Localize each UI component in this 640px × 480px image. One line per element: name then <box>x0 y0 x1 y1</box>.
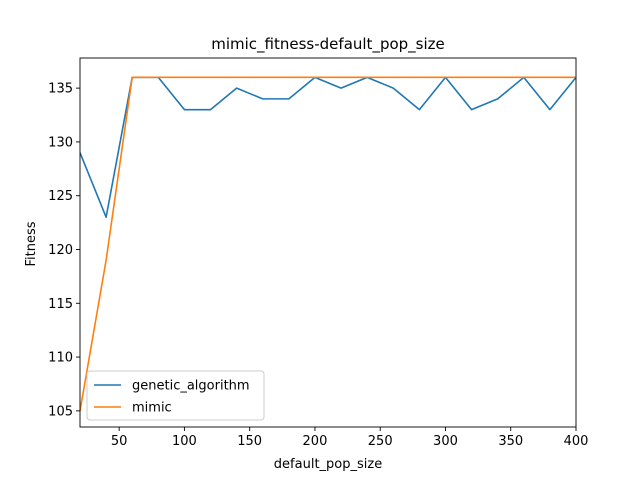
y-tick-label: 110 <box>48 351 73 366</box>
x-tick-label: 100 <box>172 434 197 449</box>
y-tick-label: 115 <box>48 297 73 312</box>
x-tick-label: 350 <box>498 434 523 449</box>
chart-title: mimic_fitness-default_pop_size <box>211 35 445 54</box>
y-tick-label: 105 <box>48 404 73 419</box>
x-tick-label: 300 <box>433 434 458 449</box>
series-line-mimic <box>80 76 576 411</box>
x-tick-label: 50 <box>111 434 128 449</box>
y-tick-label: 135 <box>48 82 73 97</box>
x-axis-label: default_pop_size <box>274 457 382 472</box>
x-tick-label: 200 <box>303 434 328 449</box>
axes-frame <box>79 57 577 428</box>
x-tick-label: 400 <box>564 434 589 449</box>
y-tick-label: 120 <box>48 243 73 258</box>
y-axis-label: Fitness <box>24 221 39 266</box>
x-tick-label: 250 <box>368 434 393 449</box>
y-tick-label: 125 <box>48 189 73 204</box>
legend-label: mimic <box>132 401 172 416</box>
y-tick-label: 130 <box>48 135 73 150</box>
plot-area: 50 100 150 200 250 300 350 400 105 110 115 120 125 13… <box>48 57 589 449</box>
legend-box <box>86 370 265 421</box>
series-line-genetic-algorithm <box>80 76 576 219</box>
x-tick-label: 150 <box>237 434 262 449</box>
legend-label: genetic_algorithm <box>132 379 250 394</box>
